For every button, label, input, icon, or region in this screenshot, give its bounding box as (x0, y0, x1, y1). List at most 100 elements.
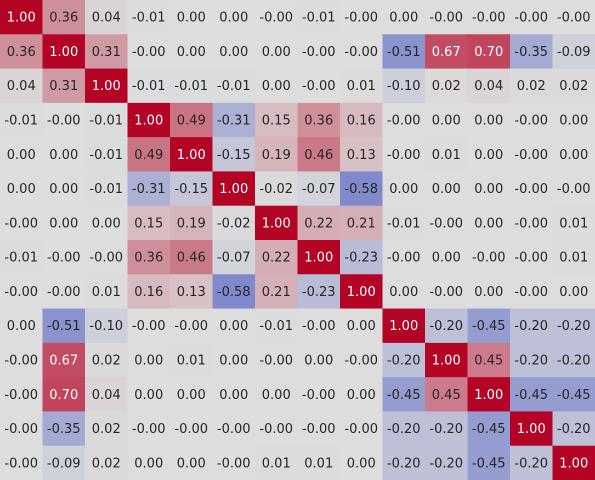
heatmap-label-0-1: 0.36 (49, 11, 78, 26)
heatmap-cell-5-8 (340, 171, 383, 207)
heatmap-label-4-13: 0.00 (559, 148, 588, 163)
heatmap-cell-12-4 (170, 411, 213, 447)
heatmap-label-3-12: -0.00 (514, 114, 548, 129)
heatmap-label-10-7: 0.00 (304, 354, 333, 369)
heatmap-label-2-13: 0.02 (559, 79, 588, 94)
heatmap-label-11-8: 0.00 (347, 388, 376, 403)
heatmap-cell-9-2 (85, 308, 128, 344)
heatmap-cell-7-0 (0, 240, 43, 275)
heatmap-cell-1-11 (467, 34, 511, 70)
heatmap-cell-13-13 (552, 445, 595, 480)
heatmap-cell-13-2 (85, 445, 128, 480)
heatmap-cell-1-10 (425, 34, 468, 70)
heatmap-cell-13-4 (170, 445, 213, 480)
heatmap-label-11-12: -0.45 (514, 388, 548, 403)
heatmap-cell-0-4 (170, 0, 213, 35)
heatmap-cell-4-11 (467, 137, 511, 172)
heatmap-label-6-10: -0.00 (429, 216, 463, 231)
heatmap-label-10-0: -0.00 (4, 354, 38, 369)
heatmap-cell-6-4 (170, 205, 213, 241)
heatmap-label-8-5: -0.58 (217, 285, 251, 300)
heatmap-cell-7-13 (552, 240, 595, 275)
heatmap-label-3-5: -0.31 (217, 114, 251, 129)
heatmap-label-0-0: 1.00 (7, 11, 36, 26)
heatmap-label-1-6: 0.00 (262, 45, 291, 60)
heatmap-cell-5-0 (0, 171, 43, 207)
heatmap-cell-1-12 (510, 34, 553, 70)
heatmap-cell-12-9 (382, 411, 426, 447)
heatmap-label-9-2: -0.10 (89, 319, 123, 334)
heatmap-label-3-9: -0.00 (387, 114, 421, 129)
heatmap-cell-7-11 (467, 240, 511, 275)
heatmap-cell-8-9 (382, 274, 426, 310)
heatmap-label-12-7: -0.00 (302, 422, 336, 437)
heatmap-cell-7-1 (42, 240, 86, 275)
heatmap-cell-10-12 (510, 342, 553, 378)
heatmap-label-12-13: -0.20 (557, 422, 591, 437)
heatmap-cell-13-12 (510, 445, 553, 480)
heatmap-cell-13-7 (297, 445, 341, 480)
heatmap-cell-0-13 (552, 0, 595, 35)
heatmap-label-9-0: 0.00 (7, 319, 36, 334)
heatmap-cell-4-5 (212, 137, 256, 172)
heatmap-cell-6-6 (255, 205, 298, 241)
heatmap-label-6-4: 0.19 (177, 216, 206, 231)
heatmap-label-0-7: -0.01 (302, 11, 336, 26)
heatmap-cell-9-13 (552, 308, 595, 344)
heatmap-label-8-1: -0.00 (47, 285, 81, 300)
heatmap-cell-6-13 (552, 205, 595, 241)
heatmap-cell-9-12 (510, 308, 553, 344)
heatmap-label-6-9: -0.01 (387, 216, 421, 231)
heatmap-label-13-12: -0.20 (514, 456, 548, 471)
heatmap-label-3-0: -0.01 (4, 114, 38, 129)
heatmap-label-3-4: 0.49 (177, 114, 206, 129)
heatmap-label-2-1: 0.31 (49, 79, 78, 94)
heatmap-label-0-3: -0.01 (132, 11, 166, 26)
heatmap-cell-8-0 (0, 274, 43, 310)
heatmap-cell-5-10 (425, 171, 468, 207)
heatmap-cell-7-9 (382, 240, 426, 275)
heatmap-cell-7-4 (170, 240, 213, 275)
heatmap-label-8-10: -0.00 (429, 285, 463, 300)
heatmap-label-10-1: 0.67 (49, 354, 78, 369)
heatmap-cell-10-3 (127, 342, 171, 378)
heatmap-cell-11-6 (255, 377, 298, 412)
heatmap-label-13-13: 1.00 (559, 456, 588, 471)
heatmap-cell-8-7 (297, 274, 341, 310)
heatmap-cell-3-7 (297, 102, 341, 138)
heatmap-cell-5-5 (212, 171, 256, 207)
heatmap-label-6-2: 0.00 (92, 216, 121, 231)
heatmap-label-9-11: -0.45 (472, 319, 506, 334)
heatmap-cell-11-5 (212, 377, 256, 412)
heatmap-cell-1-7 (297, 34, 341, 70)
heatmap-cell-8-2 (85, 274, 128, 310)
heatmap-label-6-3: 0.15 (134, 216, 163, 231)
heatmap-cell-5-7 (297, 171, 341, 207)
heatmap-label-2-7: -0.00 (302, 79, 336, 94)
heatmap-cell-1-13 (552, 34, 595, 70)
heatmap-label-6-7: 0.22 (304, 216, 333, 231)
heatmap-label-5-6: -0.02 (259, 182, 293, 197)
heatmap-cell-9-6 (255, 308, 298, 344)
heatmap-cell-13-1 (42, 445, 86, 480)
heatmap-label-11-10: 0.45 (432, 388, 461, 403)
heatmap-label-4-12: -0.00 (514, 148, 548, 163)
heatmap-cell-0-9 (382, 0, 426, 35)
heatmap-cell-3-9 (382, 102, 426, 138)
heatmap-label-1-9: -0.51 (387, 45, 421, 60)
heatmap-cell-1-2 (85, 34, 128, 70)
heatmap-cell-10-5 (212, 342, 256, 378)
heatmap-cell-6-9 (382, 205, 426, 241)
heatmap-cell-12-0 (0, 411, 43, 447)
heatmap-label-6-1: 0.00 (49, 216, 78, 231)
heatmap-cell-0-0 (0, 0, 43, 35)
heatmap-cell-11-0 (0, 377, 43, 412)
heatmap-cell-0-8 (340, 0, 383, 35)
heatmap-label-9-5: 0.00 (219, 319, 248, 334)
heatmap-label-2-9: -0.10 (387, 79, 421, 94)
heatmap-cell-8-1 (42, 274, 86, 310)
heatmap-cell-13-9 (382, 445, 426, 480)
heatmap-label-13-11: -0.45 (472, 456, 506, 471)
heatmap-cell-3-8 (340, 102, 383, 138)
heatmap-cell-12-2 (85, 411, 128, 447)
